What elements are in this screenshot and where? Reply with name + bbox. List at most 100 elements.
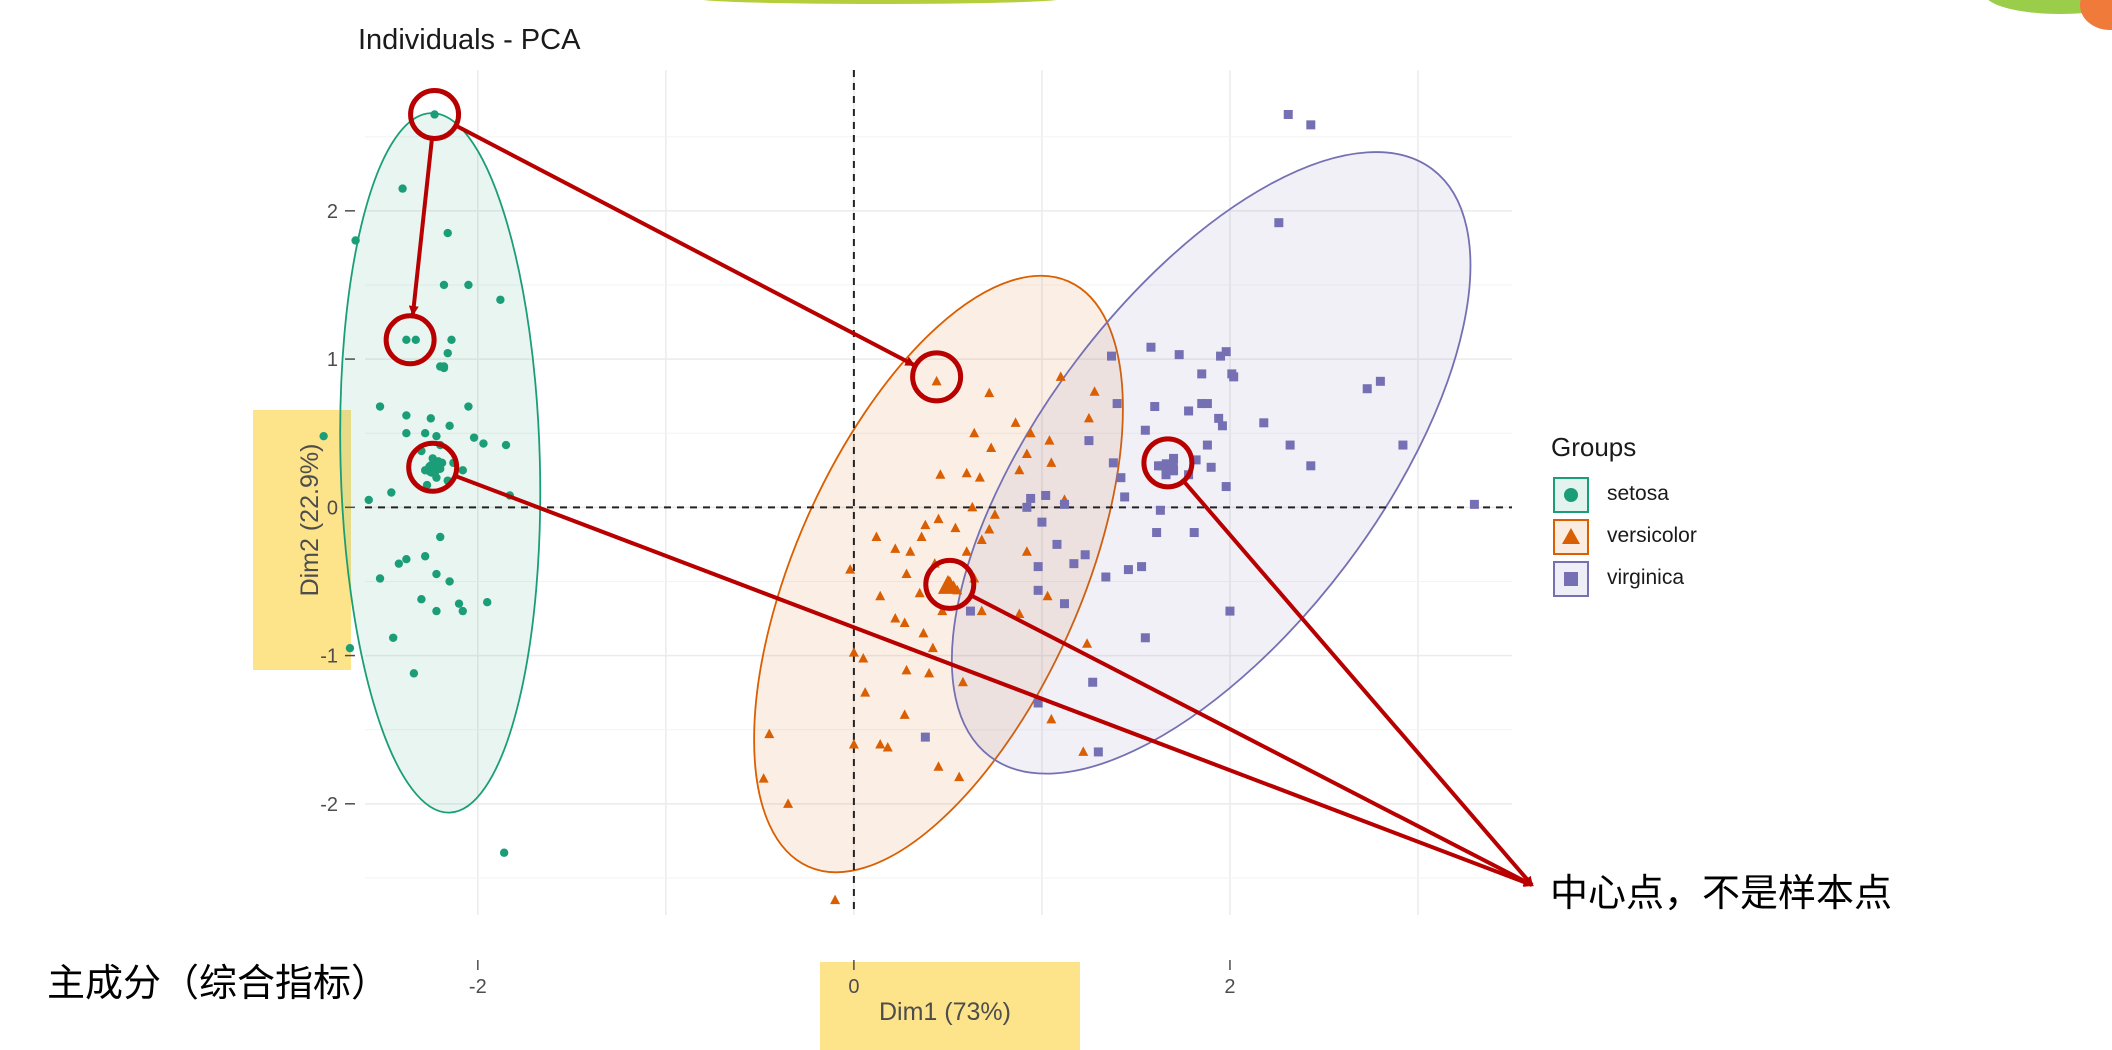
point-virginica — [1069, 559, 1079, 569]
annotation-arrow — [408, 138, 434, 316]
point-virginica — [1169, 453, 1179, 463]
point-virginica — [1093, 747, 1103, 757]
point-virginica — [1469, 499, 1479, 509]
point-versicolor — [989, 509, 1000, 519]
point-versicolor — [961, 467, 972, 478]
confidence-ellipse-versicolor — [753, 274, 1124, 874]
point-virginica — [1022, 502, 1032, 512]
point-virginica — [1150, 402, 1160, 412]
point-versicolor — [1046, 457, 1057, 467]
point-setosa — [445, 421, 454, 430]
point-versicolor — [901, 664, 912, 675]
y-axis-label: Dim2 (22.9%) — [296, 443, 324, 597]
point-versicolor — [899, 709, 910, 719]
point-versicolor — [954, 771, 965, 782]
triangle-marker-icon — [1562, 528, 1580, 544]
point-versicolor — [1014, 464, 1025, 475]
annotation-arrow — [970, 593, 1534, 887]
point-virginica — [1155, 505, 1165, 515]
point-setosa — [458, 606, 467, 616]
legend-title: Groups — [1551, 432, 1637, 462]
point-setosa — [464, 280, 473, 290]
legend-item-versicolor: versicolor — [1551, 519, 1751, 557]
point-setosa — [402, 555, 411, 564]
point-versicolor — [974, 472, 985, 482]
point-versicolor — [882, 741, 893, 752]
point-versicolor — [916, 531, 927, 541]
point-versicolor — [967, 501, 978, 512]
point-versicolor — [764, 728, 775, 739]
annotation-arrow — [1182, 479, 1534, 887]
point-setosa — [398, 184, 407, 193]
x-axis-label: Dim1 (73%) — [879, 998, 1011, 1026]
point-setosa — [496, 295, 505, 304]
legend-item-virginica: virginica — [1551, 561, 1751, 599]
point-versicolor — [976, 534, 987, 544]
y-tick-label: -2 — [320, 794, 338, 816]
point-versicolor — [875, 590, 886, 601]
point-versicolor — [986, 442, 997, 453]
point-versicolor — [937, 605, 948, 616]
point-virginica — [1106, 351, 1116, 361]
point-setosa — [499, 848, 509, 857]
point-versicolor — [1021, 448, 1032, 458]
point-virginica — [1197, 399, 1207, 409]
centroid-note: 中心点，不是样本点 — [1550, 871, 1893, 915]
point-virginica — [1101, 572, 1111, 582]
point-setosa — [479, 439, 488, 448]
point-virginica — [1283, 109, 1293, 119]
highlight-circle — [408, 87, 462, 141]
point-virginica — [1285, 440, 1295, 450]
point-versicolor — [890, 543, 901, 553]
point-virginica — [1229, 372, 1239, 382]
point-virginica — [1202, 440, 1212, 450]
legend-key-virginica — [1553, 561, 1589, 597]
point-versicolor — [845, 564, 856, 574]
point-virginica — [1041, 490, 1051, 500]
point-versicolor — [848, 739, 859, 749]
annotation-arrow — [454, 473, 1534, 887]
point-setosa — [483, 598, 492, 607]
point-versicolor — [871, 531, 882, 541]
point-versicolor — [1089, 386, 1100, 396]
point-virginica — [1033, 585, 1043, 595]
point-versicolor — [935, 469, 946, 479]
point-virginica — [1206, 462, 1216, 472]
point-setosa — [439, 363, 449, 373]
decor-green-band — [700, 0, 1060, 4]
point-virginica — [1033, 562, 1043, 572]
point-versicolor — [901, 568, 912, 579]
point-setosa — [319, 431, 328, 441]
point-virginica — [1140, 425, 1150, 435]
point-versicolor — [899, 617, 910, 627]
point-setosa — [445, 577, 454, 586]
point-versicolor — [918, 627, 929, 638]
point-setosa — [417, 595, 426, 604]
point-versicolor — [1078, 746, 1089, 756]
point-versicolor — [875, 739, 886, 749]
point-virginica — [1116, 473, 1126, 483]
point-versicolor — [920, 519, 931, 530]
y-tick-label: 1 — [327, 349, 338, 371]
point-virginica — [1184, 406, 1194, 416]
square-marker-icon — [1564, 572, 1578, 586]
point-setosa — [402, 429, 411, 438]
point-versicolor — [1083, 412, 1094, 423]
point-virginica — [1398, 440, 1408, 450]
point-setosa — [409, 669, 419, 678]
point-versicolor — [1010, 417, 1021, 427]
point-versicolor — [905, 546, 916, 556]
point-setosa — [432, 431, 441, 441]
point-virginica — [1080, 550, 1090, 560]
point-virginica — [1108, 458, 1118, 468]
point-setosa — [389, 633, 398, 642]
legend-key-setosa — [1553, 477, 1589, 513]
point-versicolor — [848, 647, 859, 657]
point-versicolor — [961, 546, 972, 556]
legend-item-setosa: setosa — [1551, 477, 1751, 515]
point-versicolor — [957, 676, 968, 687]
point-virginica — [1088, 677, 1098, 687]
point-virginica — [1026, 493, 1036, 503]
point-setosa — [432, 606, 441, 616]
point-virginica — [1259, 418, 1269, 428]
